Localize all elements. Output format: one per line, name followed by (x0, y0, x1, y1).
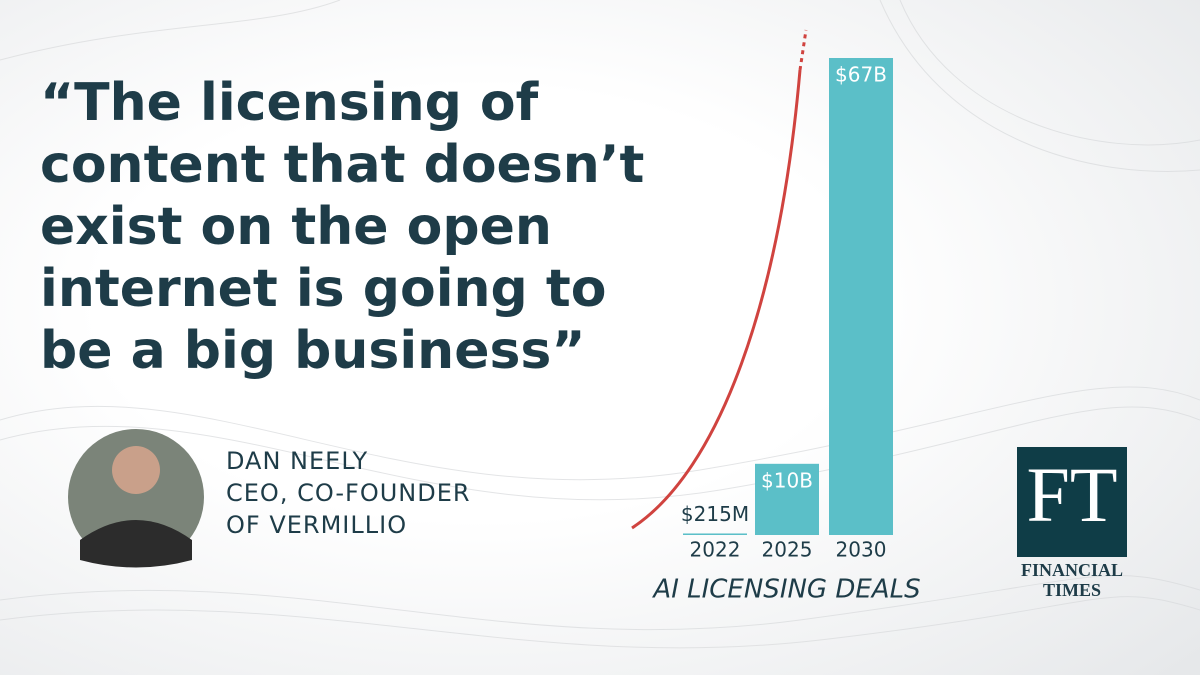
value-label: $215M (681, 502, 749, 526)
person-role: CEO, CO-FOUNDER (226, 479, 471, 507)
bar (755, 463, 819, 535)
person-role: OF VERMILLIO (226, 511, 407, 539)
value-label: $67B (835, 63, 887, 87)
quote-line: internet is going to (40, 259, 606, 319)
bar (829, 58, 893, 535)
x-tick-label: 2030 (836, 538, 887, 562)
portrait-face (112, 446, 160, 494)
ft-logo-text: TIMES (1043, 580, 1101, 600)
bar (683, 533, 747, 535)
bar-chart: $215M 2022 $10B 2025 $67B 2030 (681, 58, 893, 562)
background-waves (0, 0, 1200, 649)
ft-logo-mark: FT (1026, 451, 1117, 538)
ft-logo-box (1017, 447, 1127, 557)
quote-line: content that doesn’t (40, 135, 644, 195)
portrait-body (80, 520, 192, 568)
quote-line: “The licensing of (40, 73, 540, 133)
person-name: DAN NEELY (226, 447, 368, 475)
ft-logo-text: FINANCIAL (1021, 560, 1123, 580)
value-label: $10B (761, 468, 813, 492)
x-tick-label: 2022 (690, 538, 741, 562)
quote-line: exist on the open (40, 197, 552, 257)
x-tick-label: 2025 (762, 538, 813, 562)
growth-curve (631, 69, 802, 530)
chart-title: AI LICENSING DEALS (651, 575, 920, 605)
growth-curve-dashed (798, 29, 808, 71)
quote-line: be a big business” (40, 321, 586, 381)
